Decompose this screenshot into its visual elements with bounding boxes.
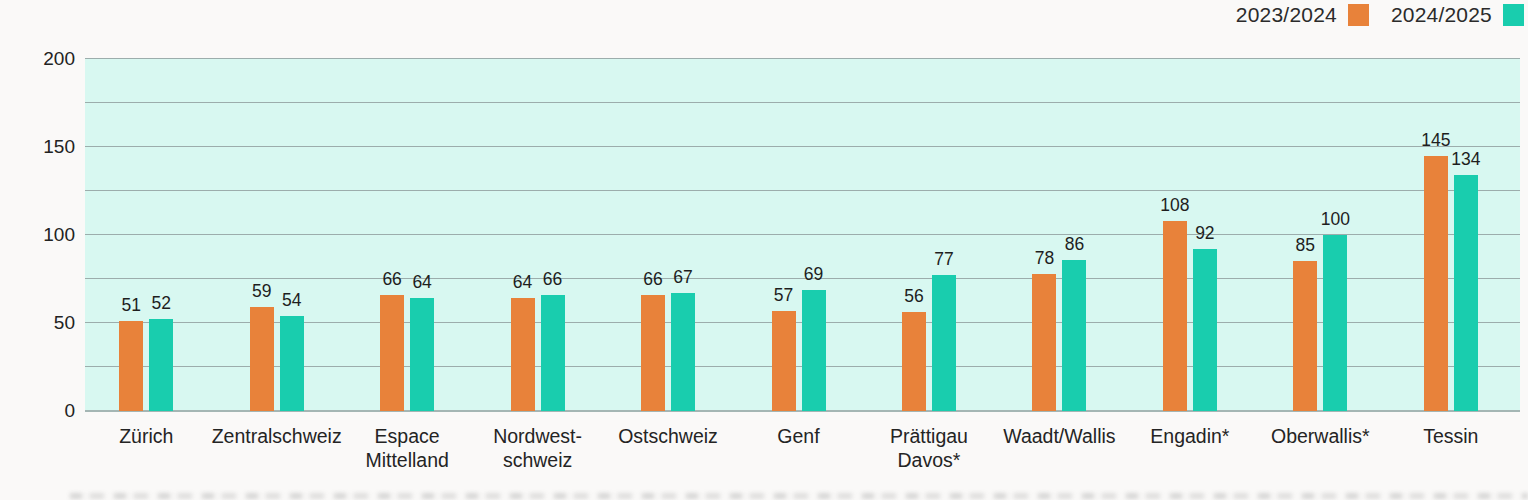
bar-chart: 2023/2024 2024/2025 51 52 59 54 66 64 64 66 66 67… xyxy=(0,0,1528,500)
bar-2024-2025-Prättigau xyxy=(932,275,956,411)
gridline-175 xyxy=(85,102,1520,103)
bar-value-label: 78 xyxy=(1035,248,1054,269)
chart-legend: 2023/2024 2024/2025 xyxy=(1236,3,1524,27)
bar-value-label: 86 xyxy=(1065,234,1084,255)
bar-2023-2024-Zürich xyxy=(119,321,143,411)
bar-2024-2025-Zürich xyxy=(149,319,173,411)
bar-value-label: 69 xyxy=(804,264,823,285)
legend-item-2023-2024: 2023/2024 xyxy=(1236,3,1369,27)
bar-2023-2024-Tessin xyxy=(1424,156,1448,411)
bar-value-label: 134 xyxy=(1451,149,1480,170)
bar-2024-2025-Zentralschweiz xyxy=(280,316,304,411)
y-tick-label-150: 150 xyxy=(5,136,75,158)
bar-value-label: 59 xyxy=(252,281,271,302)
y-tick-label-200: 200 xyxy=(5,48,75,70)
bar-2024-2025-Engadin* xyxy=(1193,249,1217,411)
bar-2024-2025-Genf xyxy=(802,290,826,411)
y-tick-label-50: 50 xyxy=(5,312,75,334)
bar-value-label: 66 xyxy=(382,269,401,290)
gridline-125 xyxy=(85,190,1520,191)
bar-value-label: 64 xyxy=(513,272,532,293)
legend-swatch-2024-2025-icon xyxy=(1503,4,1524,26)
bar-2023-2024-Oberwallis* xyxy=(1293,261,1317,411)
bar-value-label: 54 xyxy=(282,290,301,311)
legend-swatch-2023-2024-icon xyxy=(1348,4,1369,26)
bar-value-label: 66 xyxy=(643,269,662,290)
bar-value-label: 52 xyxy=(151,293,170,314)
plot-area: 51 52 59 54 66 64 64 66 66 67 57 69 56 77 78 86 108 92 85 1… xyxy=(85,59,1520,411)
y-tick-label-100: 100 xyxy=(5,224,75,246)
bar-2024-2025-Espace xyxy=(410,298,434,411)
bar-2023-2024-Genf xyxy=(772,311,796,411)
bar-value-label: 51 xyxy=(121,295,140,316)
legend-label-2023-2024: 2023/2024 xyxy=(1236,3,1337,27)
bar-value-label: 66 xyxy=(543,269,562,290)
bar-2023-2024-Zentralschweiz xyxy=(250,307,274,411)
bar-value-label: 64 xyxy=(412,272,431,293)
bar-2023-2024-Engadin* xyxy=(1163,221,1187,411)
bar-value-label: 56 xyxy=(904,286,923,307)
bar-2023-2024-Waadt/Wallis xyxy=(1032,274,1056,411)
bar-value-label: 85 xyxy=(1296,235,1315,256)
bar-2024-2025-Oberwallis* xyxy=(1323,235,1347,411)
legend-item-2024-2025: 2024/2025 xyxy=(1391,3,1524,27)
x-axis-label-Tessin: Tessin xyxy=(1361,425,1528,449)
bar-value-label: 92 xyxy=(1195,223,1214,244)
bar-2024-2025-Nordwest- xyxy=(541,295,565,411)
gridline-150 xyxy=(85,146,1520,147)
bar-value-label: 145 xyxy=(1421,130,1450,151)
bar-2024-2025-Tessin xyxy=(1454,175,1478,411)
bar-value-label: 108 xyxy=(1160,195,1189,216)
bar-2023-2024-Ostschweiz xyxy=(641,295,665,411)
bar-value-label: 77 xyxy=(934,249,953,270)
legend-label-2024-2025: 2024/2025 xyxy=(1391,3,1492,27)
bar-2024-2025-Ostschweiz xyxy=(671,293,695,411)
cropped-next-section xyxy=(70,493,1528,499)
bar-2023-2024-Espace xyxy=(380,295,404,411)
bar-value-label: 67 xyxy=(673,267,692,288)
bar-2024-2025-Waadt/Wallis xyxy=(1062,260,1086,411)
y-tick-label-0: 0 xyxy=(5,400,75,422)
gridline-200 xyxy=(85,58,1520,59)
bar-value-label: 100 xyxy=(1321,209,1350,230)
bar-2023-2024-Nordwest- xyxy=(511,298,535,411)
bar-value-label: 57 xyxy=(774,285,793,306)
bar-2023-2024-Prättigau xyxy=(902,312,926,411)
